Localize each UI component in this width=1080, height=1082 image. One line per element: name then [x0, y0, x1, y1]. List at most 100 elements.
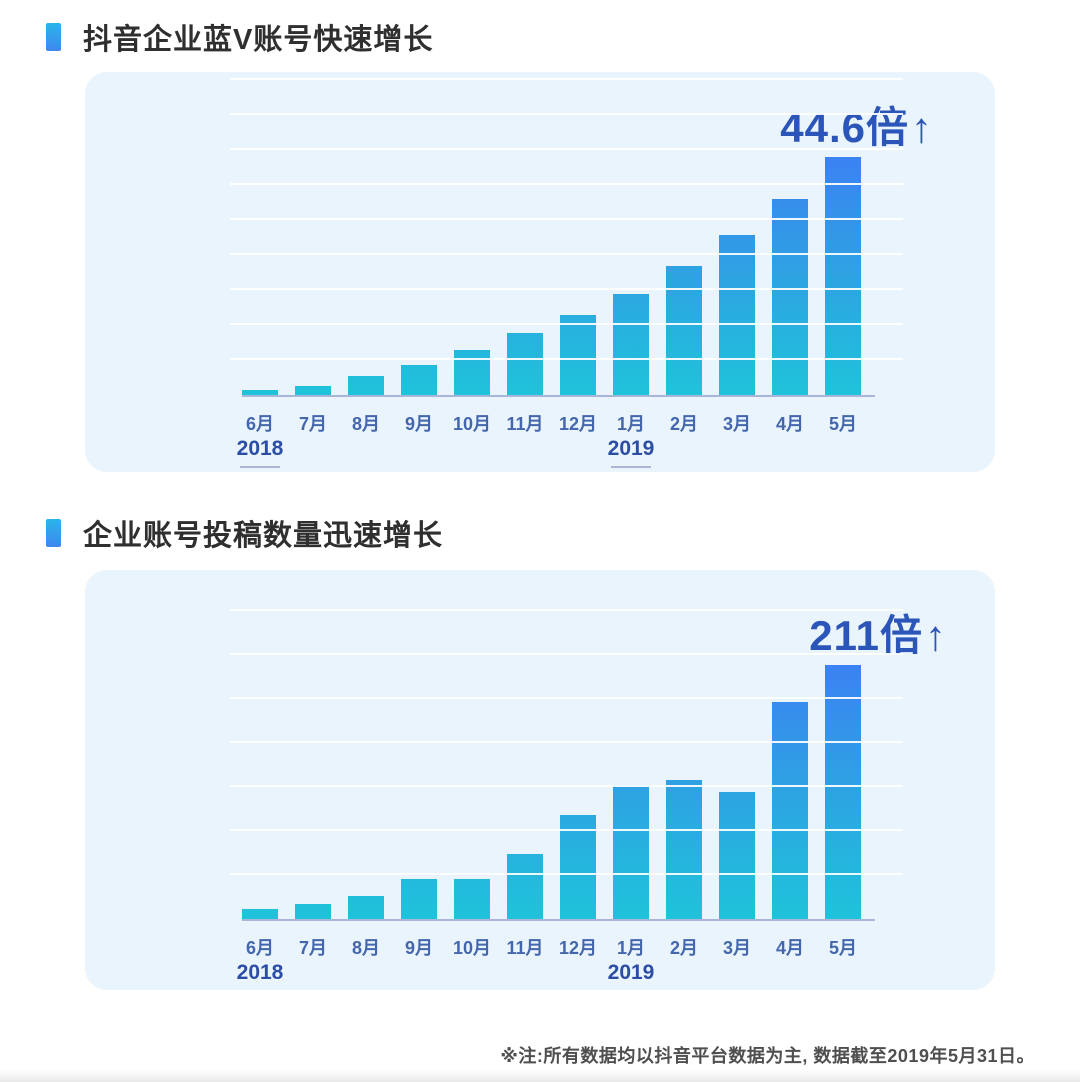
bar-col-2 [348, 376, 384, 395]
x-label-cell-9: 3月 [719, 934, 755, 990]
bar-col-10 [772, 199, 808, 395]
x-label-cell-10: 4月 [772, 934, 808, 990]
bar-col-4 [454, 350, 490, 395]
bar-col-7 [613, 785, 649, 919]
bar-col-9 [719, 792, 755, 919]
gridline [230, 697, 903, 699]
month-label: 10月 [452, 938, 492, 958]
x-label-cell-11: 5月 [825, 410, 861, 468]
month-label: 3月 [722, 938, 751, 958]
year-label: 2018 [236, 961, 284, 984]
bar-col-0 [242, 390, 278, 395]
year-label: 2019 [607, 437, 655, 460]
month-label: 11月 [506, 938, 544, 958]
month-label: 3月 [722, 414, 751, 434]
bar-col-1 [295, 386, 331, 395]
month-label: 1月 [611, 410, 652, 468]
chart2-panel: 211倍↑ 2018 6月 7月 8月 9月 10月 11月 12月 2019 1月 2月 3月 4月 5… [85, 570, 995, 990]
bottom-edge-strip [0, 1070, 1080, 1082]
up-arrow-icon: ↑ [925, 612, 947, 659]
x-label-cell-1: 7月 [295, 934, 331, 990]
bar-col-5 [507, 333, 543, 395]
title-bullet-icon [46, 23, 61, 51]
x-label-cell-7: 2019 1月 [608, 410, 654, 468]
chart1-title: 抖音企业蓝V账号快速增长 [83, 24, 434, 56]
bar-col-4 [454, 879, 490, 919]
month-label: 7月 [298, 414, 327, 434]
x-label-cell-2: 8月 [348, 410, 384, 468]
gridline [230, 148, 903, 150]
x-label-cell-10: 4月 [772, 410, 808, 468]
up-arrow-icon: ↑ [911, 104, 933, 151]
bar-col-11 [825, 665, 861, 919]
bar-col-10 [772, 702, 808, 919]
x-label-cell-3: 9月 [401, 410, 437, 468]
month-label: 9月 [404, 414, 433, 434]
chart2-title-row: 企业账号投稿数量迅速增长 [46, 516, 1080, 552]
chart2-annotation-text: 211倍 [809, 612, 923, 659]
x-label-cell-4: 10月 [452, 410, 492, 468]
chart2-title: 企业账号投稿数量迅速增长 [83, 520, 444, 552]
month-label: 4月 [775, 938, 804, 958]
chart2-bars [230, 570, 903, 921]
year-label: 2018 [236, 437, 284, 460]
chart2-x-axis: 2018 6月 7月 8月 9月 10月 11月 12月 2019 1月 2月 3月 4月 5月 [237, 934, 875, 990]
gridline [230, 653, 903, 655]
x-label-cell-8: 2月 [666, 410, 702, 468]
x-label-cell-5: 11月 [506, 410, 544, 468]
x-label-cell-5: 11月 [506, 934, 544, 990]
gridline [230, 609, 903, 611]
x-label-cell-11: 5月 [825, 934, 861, 990]
x-label-cell-6: 12月 [558, 934, 598, 990]
bar-col-3 [401, 365, 437, 395]
bar-col-2 [348, 896, 384, 919]
chart1-annotation: 44.6倍↑ [780, 94, 933, 155]
month-label: 8月 [351, 938, 380, 958]
bar-col-3 [401, 879, 437, 919]
month-label: 10月 [452, 414, 492, 434]
month-label: 2月 [669, 938, 698, 958]
month-label: 9月 [404, 938, 433, 958]
month-label: 1月 [611, 934, 651, 990]
data-source-note: ※注:所有数据均以抖音平台数据为主, 数据截至2019年5月31日。 [500, 1046, 1035, 1066]
bar-col-6 [560, 815, 596, 919]
bar-col-8 [666, 780, 702, 919]
month-label: 11月 [506, 414, 544, 434]
bar-col-5 [507, 854, 543, 919]
chart2-content: 2018 6月 7月 8月 9月 10月 11月 12月 2019 1月 2月 3月 4月 5月 [230, 570, 903, 990]
gridline [230, 113, 903, 115]
x-label-cell-0: 2018 6月 [237, 410, 283, 468]
month-label: 12月 [558, 938, 598, 958]
month-label: 12月 [558, 414, 598, 434]
chart1-bars [230, 72, 903, 397]
x-label-cell-7: 2019 1月 [608, 934, 655, 990]
bar-col-6 [560, 315, 596, 395]
chart1-content: 2018 6月 7月 8月 9月 10月 11月 12月 2019 1月 2月 3月 4月 5月 [230, 72, 903, 468]
month-label: 7月 [298, 938, 327, 958]
x-label-cell-6: 12月 [558, 410, 598, 468]
bar-col-11 [825, 157, 861, 395]
month-label: 6月 [240, 410, 281, 468]
month-label: 5月 [828, 414, 857, 434]
chart1-x-axis: 2018 6月 7月 8月 9月 10月 11月 12月 2019 1月 2月 3月 4月 5月 [237, 410, 875, 468]
gridline [230, 78, 903, 80]
chart1-title-row: 抖音企业蓝V账号快速增长 [46, 20, 1080, 56]
month-label: 5月 [828, 938, 857, 958]
x-label-cell-3: 9月 [401, 934, 437, 990]
chart1-annotation-text: 44.6倍 [780, 104, 909, 151]
month-label: 4月 [775, 414, 804, 434]
chart1-panel: 44.6倍↑ 2018 6月 7月 8月 9月 10月 11月 12月 2019 1月 2月 3月 4月… [85, 72, 995, 472]
month-label: 8月 [351, 414, 380, 434]
bar-col-8 [666, 266, 702, 395]
bar-col-1 [295, 904, 331, 919]
bar-col-7 [613, 294, 649, 395]
year-label: 2019 [607, 961, 655, 984]
x-label-cell-2: 8月 [348, 934, 384, 990]
gridline [230, 183, 903, 185]
title-bullet-icon [46, 519, 61, 547]
x-label-cell-1: 7月 [295, 410, 331, 468]
chart2-annotation: 211倍↑ [809, 602, 947, 663]
x-label-cell-8: 2月 [666, 934, 702, 990]
x-label-cell-4: 10月 [452, 934, 492, 990]
